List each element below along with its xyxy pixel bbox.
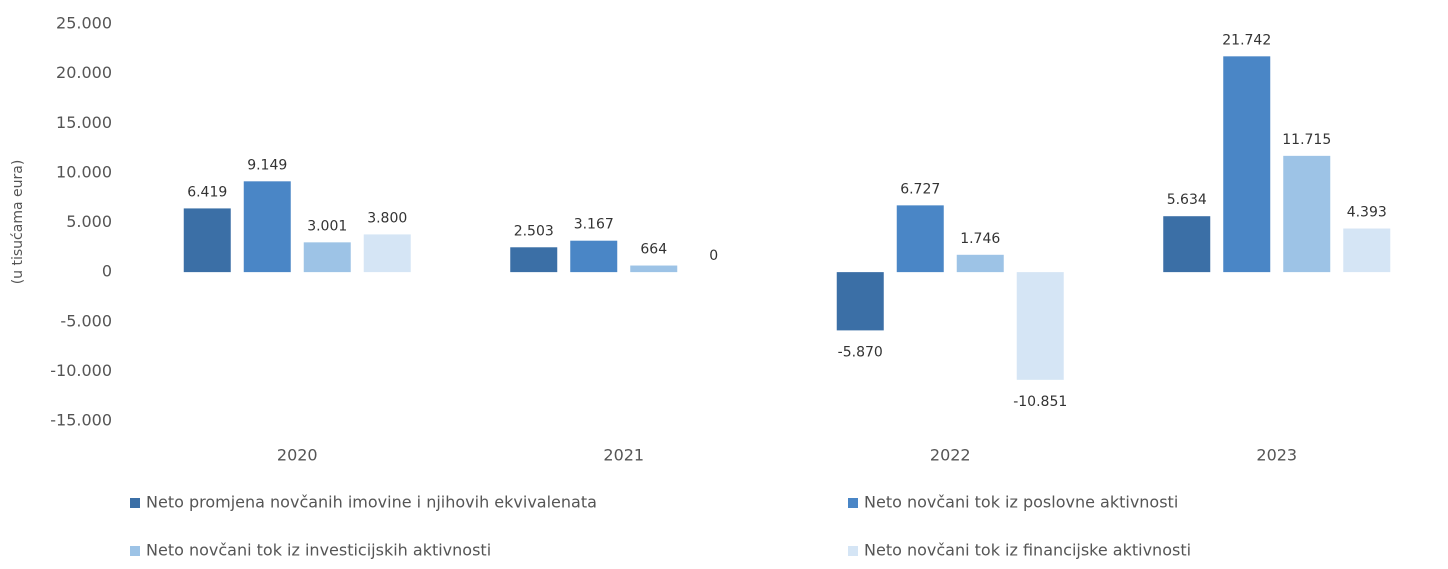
y-tick-label: 10.000 [56, 162, 112, 181]
bar [1223, 56, 1271, 273]
y-tick-label: -15.000 [50, 411, 112, 430]
bar [1283, 155, 1331, 273]
value-label: 1.746 [960, 231, 1000, 247]
legend-label: Neto promjena novčanih imovine i njihovi… [146, 493, 597, 512]
legend-label: Neto novčani tok iz poslovne aktivnosti [864, 493, 1178, 512]
bar [183, 208, 231, 273]
y-tick-label: 20.000 [56, 63, 112, 82]
bar [836, 272, 884, 331]
value-label: 2.503 [514, 223, 554, 239]
legend-swatch [130, 546, 140, 556]
bar [510, 247, 558, 273]
y-axis-label: (u tisućama eura) [10, 160, 26, 285]
bar [1163, 216, 1211, 273]
bar [956, 254, 1004, 273]
bar [243, 181, 291, 273]
y-tick-label: -10.000 [50, 361, 112, 380]
x-tick-label: 2021 [603, 446, 644, 465]
legend-swatch [130, 498, 140, 508]
bar [896, 205, 944, 273]
legend-swatch [848, 546, 858, 556]
value-label: 3.001 [307, 218, 347, 234]
value-label: 3.167 [574, 217, 614, 233]
bar [1016, 272, 1064, 380]
value-label: 6.727 [900, 181, 940, 197]
value-label: -5.870 [838, 344, 883, 360]
bar [1343, 228, 1391, 273]
value-label: 21.742 [1222, 32, 1271, 48]
x-tick-label: 2020 [277, 446, 318, 465]
value-label: 4.393 [1347, 205, 1387, 221]
value-label: 5.634 [1167, 192, 1207, 208]
value-label: 9.149 [247, 157, 287, 173]
bar [303, 242, 351, 273]
legend-swatch [848, 498, 858, 508]
value-label: -10.851 [1013, 394, 1067, 410]
bar [363, 234, 411, 273]
value-label: 3.800 [367, 210, 407, 226]
y-tick-label: 25.000 [56, 14, 112, 33]
value-label: 6.419 [187, 184, 227, 200]
legend-label: Neto novčani tok iz investicijskih aktiv… [146, 541, 491, 560]
value-label: 664 [640, 242, 667, 258]
bar [570, 240, 618, 273]
value-label: 11.715 [1282, 132, 1331, 148]
y-tick-label: -5.000 [60, 311, 112, 330]
bar [630, 265, 678, 273]
legend-label: Neto novčani tok iz financijske aktivnos… [864, 541, 1191, 560]
y-tick-label: 0 [102, 262, 112, 281]
x-tick-label: 2023 [1256, 446, 1297, 465]
y-tick-label: 5.000 [66, 212, 112, 231]
value-label: 0 [709, 248, 718, 264]
x-tick-label: 2022 [930, 446, 971, 465]
y-tick-label: 15.000 [56, 113, 112, 132]
